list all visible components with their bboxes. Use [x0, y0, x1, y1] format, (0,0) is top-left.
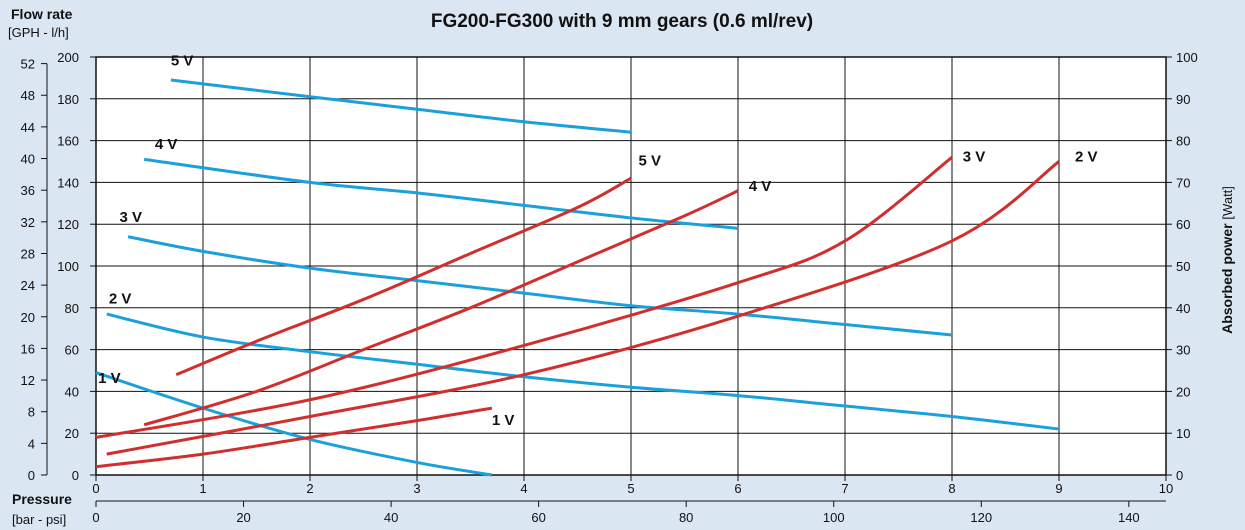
series-label: 4 V — [155, 136, 178, 153]
lh-tick-label: 160 — [57, 134, 79, 149]
left-axis-title: Flow rate — [11, 6, 73, 22]
gph-tick-label: 48 — [21, 88, 35, 103]
psi-tick-label: 40 — [384, 510, 398, 525]
series-label: 5 V — [638, 153, 661, 170]
bar-tick-label: 8 — [948, 481, 955, 496]
lh-tick-label: 180 — [57, 92, 79, 107]
x-axis-units: [bar - psi] — [12, 512, 66, 527]
power-tick-label: 40 — [1176, 301, 1190, 316]
lh-tick-label: 200 — [57, 50, 79, 65]
power-tick-label: 90 — [1176, 92, 1190, 107]
flow-curve-1v — [95, 371, 493, 477]
power-curve-3v — [95, 156, 953, 439]
lh-tick-label: 120 — [57, 217, 79, 232]
psi-tick-label: 120 — [970, 510, 992, 525]
power-tick-label: 10 — [1176, 426, 1190, 441]
flow-curve-4v — [143, 157, 739, 230]
lh-tick-label: 140 — [57, 175, 79, 190]
psi-tick-label: 60 — [531, 510, 545, 525]
power-tick-label: 70 — [1176, 175, 1190, 190]
power-tick-label: 20 — [1176, 384, 1190, 399]
chart-title: FG200-FG300 with 9 mm gears (0.6 ml/rev) — [431, 11, 813, 32]
gph-tick-label: 52 — [21, 57, 35, 72]
x-axis-title: Pressure — [12, 491, 72, 507]
lh-tick-label: 0 — [72, 468, 79, 483]
psi-tick-label: 20 — [236, 510, 250, 525]
power-tick-label: 80 — [1176, 134, 1190, 149]
gph-tick-label: 16 — [21, 341, 35, 356]
bar-tick-label: 4 — [520, 481, 527, 496]
bar-tick-label: 1 — [199, 481, 206, 496]
gph-tick-label: 20 — [21, 310, 35, 325]
power-curve-4v — [143, 189, 739, 427]
ticks: 0204060801001201401601802000481216202428… — [21, 50, 1198, 525]
series-label: 2 V — [109, 291, 132, 308]
gph-tick-label: 8 — [28, 405, 35, 420]
psi-tick-label: 140 — [1118, 510, 1140, 525]
series-label: 1 V — [98, 370, 121, 387]
series-label: 3 V — [963, 149, 986, 166]
series-labels: 5 V 4 V 3 V 2 V 1 V 5 V 4 V 3 V 2 V 1 V — [98, 52, 1097, 428]
psi-tick-label: 80 — [679, 510, 693, 525]
flow-curve-2v — [106, 312, 1060, 431]
bar-tick-label: 6 — [734, 481, 741, 496]
power-tick-label: 50 — [1176, 259, 1190, 274]
series-label: 4 V — [749, 178, 772, 195]
gph-tick-label: 12 — [21, 373, 35, 388]
right-axis-title-text: Absorbed power — [1219, 223, 1235, 334]
bar-tick-label: 10 — [1159, 481, 1173, 496]
lh-tick-label: 20 — [65, 426, 79, 441]
gph-tick-label: 32 — [21, 215, 35, 230]
left-axis-units: [GPH - l/h] — [8, 25, 69, 40]
power-curve-2v — [106, 160, 1060, 456]
right-axis-units: [Watt] — [1220, 186, 1235, 219]
gph-tick-label: 44 — [21, 120, 35, 135]
gph-tick-label: 4 — [28, 436, 35, 451]
flow-curve-3v — [127, 235, 953, 337]
series-label: 1 V — [492, 412, 515, 429]
series-label: 5 V — [171, 52, 194, 69]
lh-tick-label: 40 — [65, 384, 79, 399]
lh-tick-label: 60 — [65, 343, 79, 358]
right-axis-title: Absorbed power [Watt] — [1219, 186, 1235, 334]
bar-tick-label: 3 — [413, 481, 420, 496]
series-label: 3 V — [120, 209, 143, 226]
bar-tick-label: 7 — [841, 481, 848, 496]
lh-tick-label: 80 — [65, 301, 79, 316]
series — [95, 78, 1060, 477]
lh-tick-label: 100 — [57, 259, 79, 274]
bar-tick-label: 0 — [92, 481, 99, 496]
gph-tick-label: 28 — [21, 246, 35, 261]
bar-tick-label: 2 — [306, 481, 313, 496]
gph-tick-label: 0 — [28, 468, 35, 483]
power-tick-label: 30 — [1176, 343, 1190, 358]
power-tick-label: 0 — [1176, 468, 1183, 483]
flow-curve-5v — [170, 78, 632, 134]
power-curve-5v — [175, 176, 632, 377]
bar-tick-label: 5 — [627, 481, 634, 496]
bar-tick-label: 9 — [1055, 481, 1062, 496]
psi-tick-label: 0 — [92, 510, 99, 525]
power-tick-label: 60 — [1176, 217, 1190, 232]
power-tick-label: 100 — [1176, 50, 1198, 65]
gph-tick-label: 36 — [21, 183, 35, 198]
gph-tick-label: 40 — [21, 152, 35, 167]
series-label: 2 V — [1075, 149, 1098, 166]
psi-tick-label: 100 — [823, 510, 845, 525]
power-curve-1v — [95, 406, 493, 469]
gph-tick-label: 24 — [21, 278, 35, 293]
